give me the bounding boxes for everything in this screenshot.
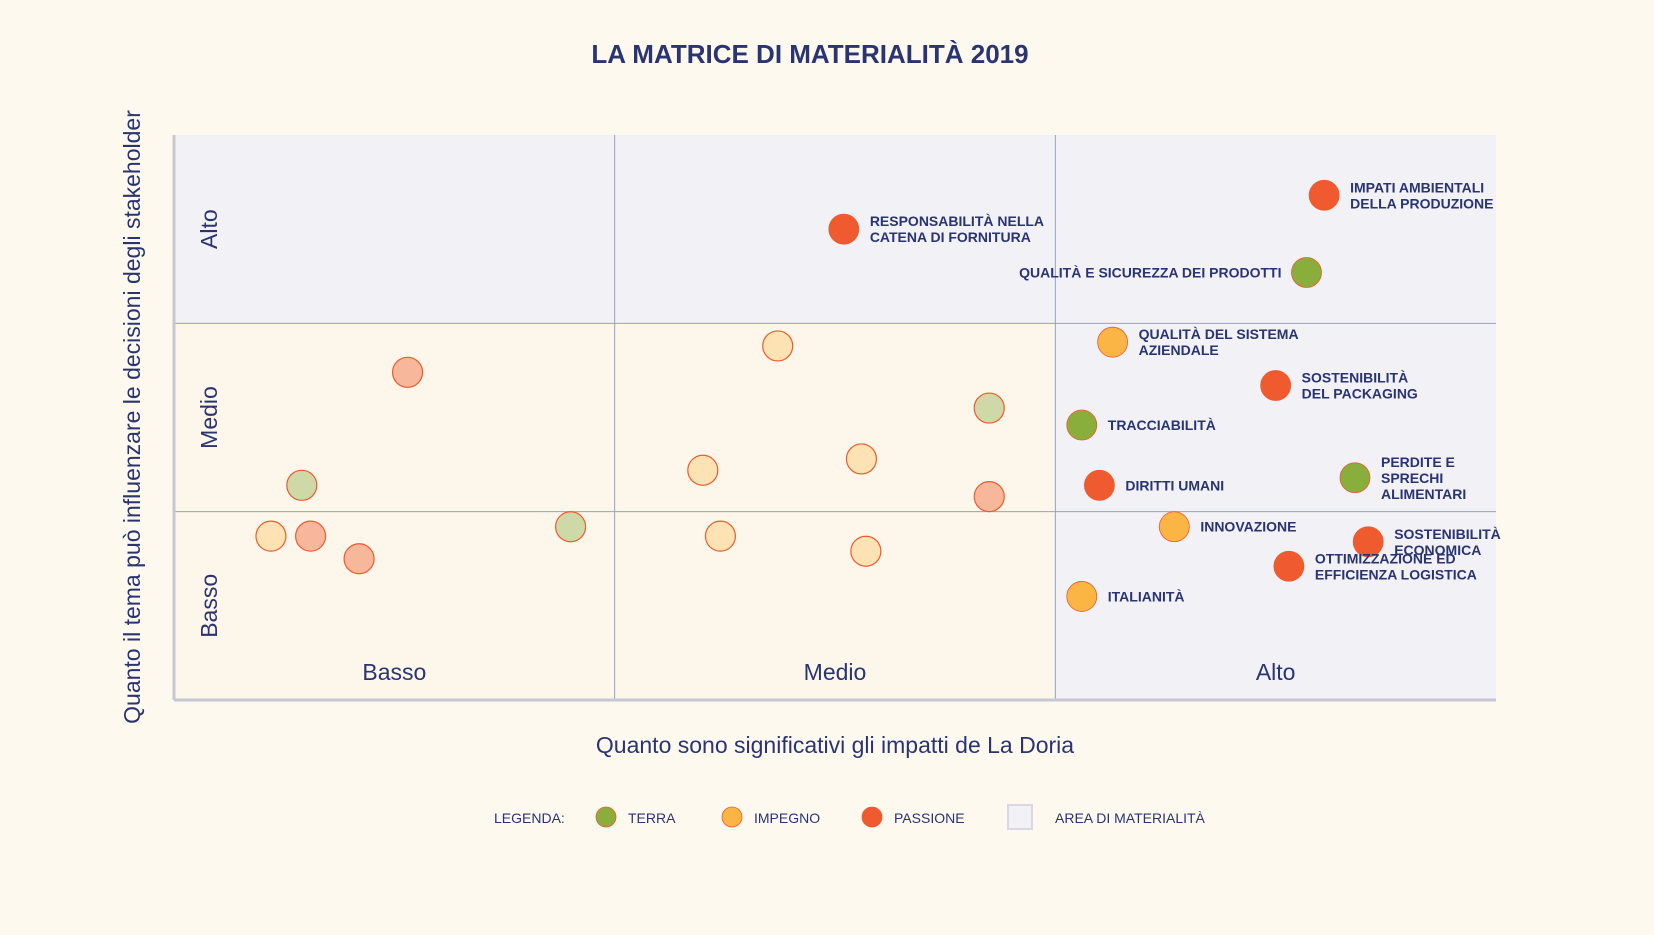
point-label: PERDITE E SPRECHI ALIMENTARI [1381, 454, 1466, 502]
point-label-line: ECONOMICA [1394, 542, 1481, 558]
point-label-line: CATENA DI FORNITURA [870, 229, 1031, 245]
legend-label: IMPEGNO [754, 810, 820, 826]
legend-label: PASSIONE [894, 810, 965, 826]
data-point-impegno [1097, 326, 1129, 358]
x-axis-label: Quanto sono significativi gli impatti de… [596, 732, 1074, 758]
point-label-line: SOSTENIBILITÀ [1302, 369, 1409, 385]
x-tick-label: Medio [804, 659, 867, 685]
data-point-terra-faded [554, 511, 587, 543]
legend-swatch-area [1007, 804, 1033, 830]
point-label: IMPATI AMBIENTALI DELLA PRODUZIONE [1350, 179, 1493, 211]
grid-lines [174, 135, 1496, 700]
point-label-line: SPRECHI [1381, 470, 1443, 486]
data-point-passione [1084, 469, 1115, 501]
point-labels: IMPATI AMBIENTALI DELLA PRODUZIONE QUALITÀ… [870, 179, 1501, 604]
point-label-line: PERDITE E [1381, 454, 1455, 470]
point-label-line: IMPATI AMBIENTALI [1350, 179, 1484, 195]
point-label-line: QUALITÀ DEL SISTEMA [1139, 326, 1299, 342]
data-point-impegno-faded [845, 443, 878, 475]
point-label: INNOVAZIONE [1200, 519, 1296, 535]
data-point-impegno [1066, 581, 1098, 612]
point-label: SOSTENIBILITÀ DEL PACKAGING [1302, 369, 1418, 401]
legend: LEGENDA: TERRA IMPEGNO PASSIONE AREA DI MAT… [494, 804, 1206, 830]
point-label: OTTIMIZZAZIONE ED EFFICIENZA LOGISTICA [1315, 550, 1477, 582]
point-label-line: SOSTENIBILITÀ [1394, 526, 1501, 542]
y-tick-label: Medio [196, 386, 222, 449]
point-label-line: RESPONSABILITÀ NELLA [870, 213, 1044, 229]
axes [172, 135, 1496, 702]
data-point-impegno-faded [704, 520, 737, 552]
x-tick-label: Alto [1256, 659, 1296, 685]
data-point-impegno-faded [850, 535, 882, 567]
data-point-impegno-faded [762, 330, 794, 362]
point-label: SOSTENIBILITÀ ECONOMICA [1394, 526, 1501, 558]
legend-swatch [861, 806, 883, 828]
data-point-terra-faded [973, 392, 1005, 424]
legend-label: AREA DI MATERIALITÀ [1055, 810, 1206, 826]
legend-label: TERRA [628, 810, 676, 826]
data-point-impegno-faded [255, 520, 287, 552]
data-point-passione [1260, 370, 1292, 401]
legend-swatch [721, 806, 743, 828]
point-label-line: EFFICIENZA LOGISTICA [1315, 566, 1477, 582]
y-tick-labels: Basso Medio Alto [196, 209, 222, 637]
point-label-line: DELLA PRODUZIONE [1350, 195, 1493, 211]
point-label: RESPONSABILITÀ NELLA CATENA DI FORNITURA [870, 213, 1044, 245]
data-point-passione-faded [295, 520, 327, 552]
data-point-passione-faded [973, 481, 1005, 513]
legend-title: LEGENDA: [494, 810, 565, 826]
legend-swatch [595, 806, 617, 828]
point-label-line: OTTIMIZZAZIONE ED [1315, 550, 1456, 566]
point-label: DIRITTI UMANI [1125, 477, 1224, 493]
point-label-line: TRACCIABILITÀ [1108, 417, 1216, 433]
data-point-passione [1352, 526, 1384, 558]
data-point-passione [1308, 179, 1340, 211]
data-point-terra [1066, 409, 1098, 441]
data-point-passione-faded [343, 543, 375, 575]
x-tick-labels: Basso Medio Alto [362, 659, 1295, 685]
point-label-line: ALIMENTARI [1381, 486, 1466, 502]
data-point-impegno-faded [687, 454, 719, 486]
data-point-passione [828, 213, 860, 245]
point-label-line: INNOVAZIONE [1200, 519, 1296, 535]
data-points [255, 179, 1384, 612]
data-point-passione-faded [391, 356, 424, 388]
point-label: ITALIANITÀ [1108, 588, 1185, 604]
chart-title: LA MATRICE DI MATERIALITÀ 2019 [591, 39, 1028, 69]
data-point-terra [1291, 257, 1322, 288]
y-tick-label: Alto [196, 209, 222, 249]
data-point-impegno [1158, 511, 1190, 543]
x-tick-label: Basso [362, 659, 426, 685]
y-axis-label: Quanto il tema può influenzare le decisi… [119, 110, 145, 724]
data-point-terra-faded [286, 469, 318, 501]
point-label-line: DEL PACKAGING [1302, 385, 1418, 401]
point-label-line: ITALIANITÀ [1108, 588, 1185, 604]
point-label: QUALITÀ DEL SISTEMA AZIENDALE [1139, 326, 1299, 358]
data-point-terra [1339, 462, 1371, 494]
point-label-line: QUALITÀ E SICUREZZA DEI PRODOTTI [1019, 264, 1281, 280]
data-point-passione [1273, 550, 1305, 582]
point-label-line: AZIENDALE [1139, 342, 1219, 358]
point-label-line: DIRITTI UMANI [1125, 477, 1224, 493]
y-tick-label: Basso [196, 574, 222, 638]
point-label: TRACCIABILITÀ [1108, 417, 1216, 433]
point-label: QUALITÀ E SICUREZZA DEI PRODOTTI [1019, 264, 1281, 280]
